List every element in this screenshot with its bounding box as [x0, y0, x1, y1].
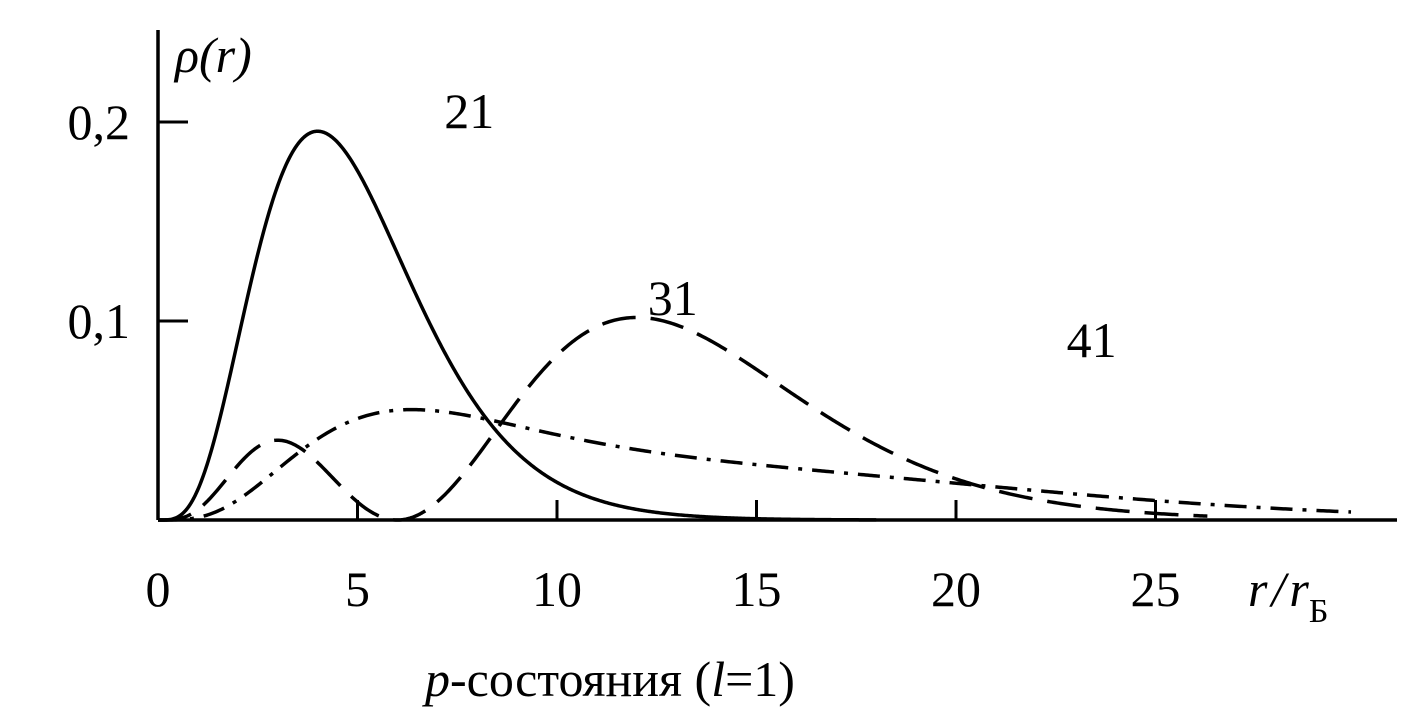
- x-axis-label-denom: r: [1289, 561, 1309, 617]
- x-tick-label-5: 5: [345, 561, 370, 617]
- y-axis-label: ρ(r): [173, 27, 252, 83]
- chart-caption: p-состояния (l=1): [422, 651, 795, 707]
- x-tick-label-0: 0: [146, 561, 171, 617]
- labels: ρ(r) r/rБ p-состояния (l=1): [173, 27, 1328, 707]
- x-tick-label-15: 15: [732, 561, 782, 617]
- series-label-41: 41: [1067, 312, 1117, 368]
- series-label-21: 21: [444, 83, 494, 139]
- x-tick-label-25: 25: [1131, 561, 1181, 617]
- x-axis-label-slash: /: [1268, 561, 1289, 617]
- axes: 0 5 10 15 20 25 0,1 0,2: [68, 30, 1397, 617]
- x-tick-label-10: 10: [532, 561, 582, 617]
- y-tick-label-1: 0,2: [68, 94, 131, 150]
- caption-text: -состояния (: [450, 651, 711, 707]
- y-tick-label-0: 0,1: [68, 293, 131, 349]
- series-31-curve: [158, 315, 1208, 522]
- x-axis-label-main: r: [1248, 561, 1268, 617]
- curves: 21 31 41: [157, 83, 1352, 522]
- series-label-31: 31: [648, 270, 698, 326]
- caption-suffix: =1): [725, 651, 795, 707]
- series-21-curve: [157, 129, 877, 522]
- x-axis-label-sub: Б: [1309, 593, 1329, 630]
- x-axis-label: r/rБ: [1248, 561, 1328, 630]
- caption-prefix: p: [422, 651, 450, 707]
- series-41-curve: [158, 407, 1352, 522]
- caption-l: l: [711, 651, 725, 707]
- x-tick-label-20: 20: [931, 561, 981, 617]
